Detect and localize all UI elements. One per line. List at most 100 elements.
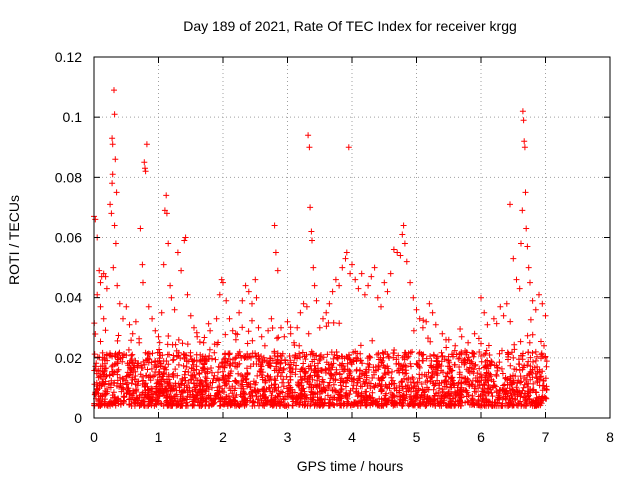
- data-point: [99, 392, 106, 399]
- data-point: [311, 282, 318, 289]
- data-point: [157, 360, 164, 367]
- data-point: [163, 393, 170, 400]
- data-point: [336, 282, 343, 289]
- data-point: [538, 373, 545, 380]
- data-point: [142, 389, 149, 396]
- data-point: [455, 355, 462, 362]
- data-point: [518, 378, 525, 385]
- data-point: [264, 372, 271, 379]
- data-point: [389, 393, 396, 400]
- data-point: [278, 324, 284, 331]
- data-point: [449, 367, 456, 374]
- data-point: [507, 318, 514, 325]
- data-point: [125, 346, 132, 353]
- data-point: [478, 340, 484, 347]
- data-point: [536, 366, 543, 373]
- data-point: [432, 321, 439, 328]
- data-point: [96, 398, 103, 405]
- data-point: [294, 324, 301, 331]
- data-point: [469, 395, 476, 402]
- data-point: [364, 360, 371, 367]
- data-point: [493, 373, 500, 379]
- data-point: [332, 276, 339, 283]
- data-point: [191, 402, 197, 409]
- data-point: [245, 354, 252, 361]
- data-point: [539, 300, 546, 307]
- data-point: [323, 359, 330, 366]
- data-point: [253, 294, 260, 301]
- data-point: [281, 333, 288, 340]
- data-point: [277, 393, 284, 400]
- data-point: [334, 354, 341, 361]
- data-point: [503, 396, 509, 403]
- data-point: [203, 388, 210, 395]
- data-point: [110, 264, 117, 271]
- data-point: [290, 394, 297, 401]
- data-point: [490, 315, 497, 322]
- data-point: [357, 342, 364, 349]
- data-point: [349, 385, 356, 392]
- data-point: [220, 279, 226, 286]
- data-point: [543, 358, 550, 365]
- data-point: [457, 380, 464, 387]
- data-point: [297, 309, 304, 316]
- data-point: [361, 380, 368, 387]
- data-point: [340, 368, 347, 375]
- data-point: [320, 354, 327, 361]
- data-point: [458, 391, 465, 398]
- data-point: [187, 349, 194, 356]
- data-point: [168, 294, 175, 301]
- data-point: [517, 393, 524, 400]
- data-point: [468, 365, 475, 372]
- data-point: [437, 392, 443, 399]
- data-point: [272, 384, 279, 391]
- data-point: [285, 385, 292, 392]
- data-point: [484, 321, 491, 328]
- data-point: [326, 396, 333, 403]
- data-point: [445, 402, 452, 409]
- data-point: [249, 392, 256, 399]
- data-point: [95, 374, 102, 381]
- data-point: [416, 364, 423, 371]
- data-point: [177, 393, 184, 400]
- data-point: [174, 352, 180, 359]
- data-point: [378, 396, 385, 403]
- data-point: [347, 270, 354, 277]
- data-point: [478, 377, 485, 384]
- data-point: [278, 357, 285, 364]
- data-point: [423, 318, 430, 325]
- data-point: [529, 331, 536, 338]
- data-point: [475, 396, 482, 403]
- data-point: [309, 237, 315, 244]
- data-point: [407, 379, 414, 386]
- data-point: [452, 394, 459, 400]
- data-point: [472, 400, 479, 406]
- data-point: [371, 371, 377, 378]
- data-point: [400, 222, 407, 229]
- data-point: [354, 377, 361, 384]
- data-point: [361, 291, 368, 298]
- y-axis-label: ROTI / TECUs: [6, 195, 22, 285]
- data-point: [517, 373, 524, 380]
- data-point: [524, 362, 531, 369]
- data-point: [277, 373, 284, 380]
- data-point: [430, 396, 437, 403]
- data-point: [132, 357, 139, 364]
- data-point: [141, 159, 148, 166]
- data-point: [182, 377, 189, 384]
- data-point: [240, 390, 247, 397]
- data-point: [451, 361, 458, 368]
- data-point: [129, 330, 136, 337]
- data-point: [524, 372, 531, 379]
- data-point: [481, 309, 488, 316]
- data-point: [227, 360, 234, 367]
- data-point: [499, 395, 506, 402]
- data-point: [222, 331, 229, 338]
- data-point: [292, 371, 299, 378]
- data-point: [127, 396, 134, 402]
- data-point: [499, 347, 505, 354]
- data-point: [366, 393, 373, 399]
- x-tick-label: 8: [606, 429, 614, 445]
- data-point: [140, 377, 147, 384]
- data-point: [292, 353, 299, 360]
